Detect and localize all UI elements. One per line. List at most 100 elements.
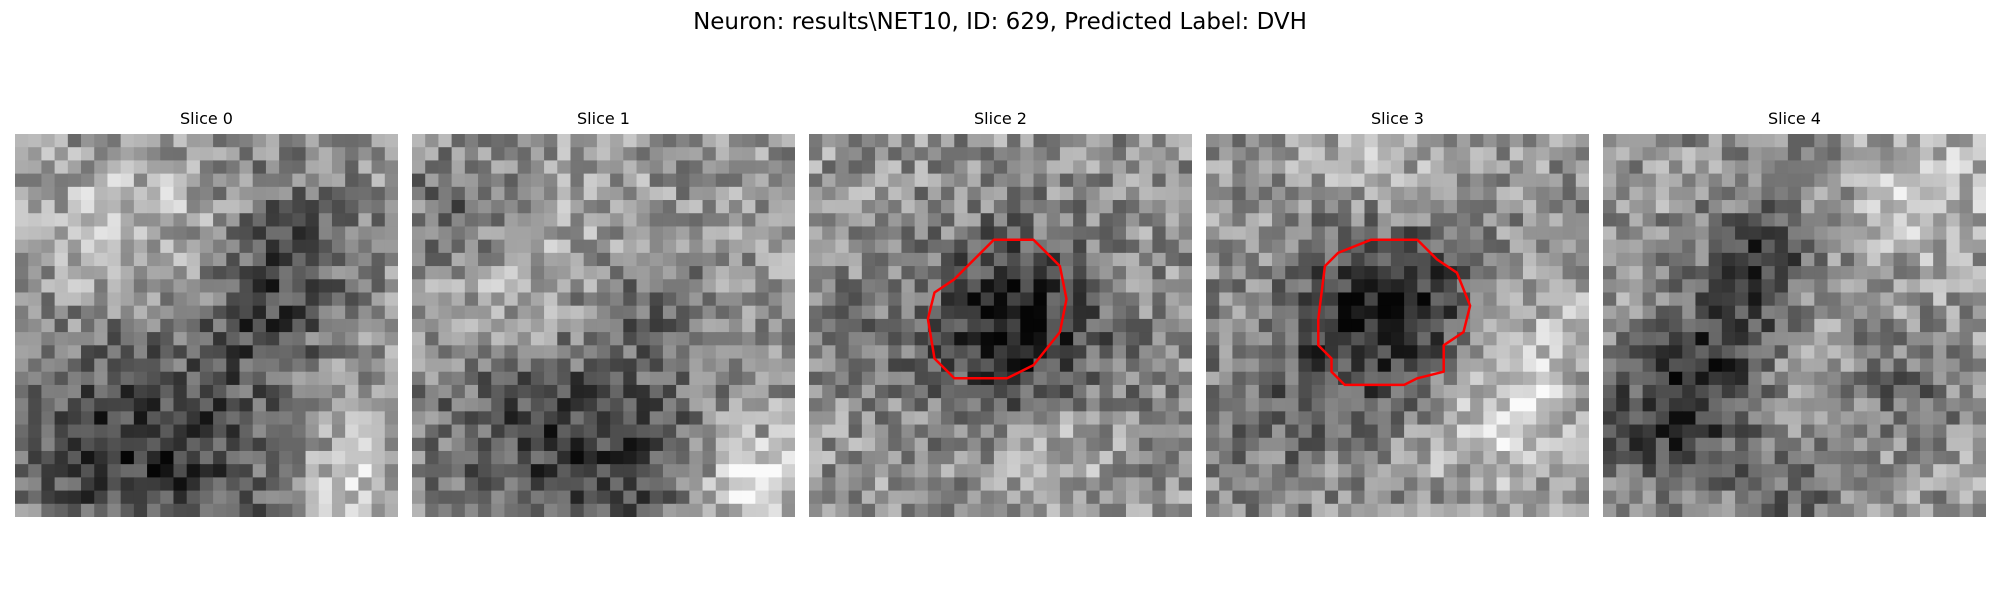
pixel bbox=[1827, 160, 1842, 175]
pixel bbox=[1616, 477, 1631, 492]
pixel bbox=[1258, 411, 1273, 426]
pixel bbox=[1906, 411, 1921, 426]
pixel bbox=[1324, 503, 1339, 517]
pixel bbox=[1695, 437, 1710, 452]
pixel bbox=[954, 464, 969, 478]
pixel bbox=[1509, 305, 1524, 320]
pixel bbox=[1046, 279, 1061, 294]
pixel bbox=[914, 305, 929, 320]
pixel bbox=[239, 266, 254, 280]
pixel bbox=[1245, 239, 1260, 254]
pixel bbox=[1880, 147, 1895, 162]
pixel bbox=[702, 318, 717, 333]
pixel bbox=[980, 424, 995, 439]
pixel bbox=[1761, 252, 1776, 267]
pixel bbox=[1721, 477, 1736, 492]
pixel bbox=[1801, 345, 1815, 360]
pixel bbox=[1721, 292, 1736, 307]
pixel bbox=[1721, 318, 1736, 333]
pixel bbox=[781, 371, 795, 386]
pixel bbox=[265, 398, 280, 412]
pixel bbox=[702, 411, 717, 426]
pixel bbox=[715, 384, 730, 399]
pixel bbox=[384, 424, 398, 439]
pixel bbox=[28, 226, 43, 241]
pixel bbox=[345, 358, 359, 373]
pixel bbox=[1073, 358, 1087, 373]
pixel bbox=[954, 134, 969, 148]
pixel bbox=[252, 490, 267, 505]
pixel bbox=[728, 252, 743, 267]
pixel bbox=[1814, 437, 1829, 452]
pixel bbox=[438, 279, 453, 294]
pixel bbox=[1616, 239, 1631, 254]
pixel bbox=[147, 464, 161, 478]
pixel bbox=[226, 371, 241, 386]
pixel bbox=[1364, 437, 1379, 452]
pixel bbox=[81, 305, 95, 320]
pixel bbox=[1020, 332, 1035, 346]
pixel bbox=[1020, 226, 1035, 241]
pixel bbox=[15, 305, 29, 320]
pixel bbox=[1272, 345, 1286, 360]
pixel bbox=[252, 292, 267, 307]
pixel bbox=[1682, 305, 1697, 320]
pixel bbox=[1549, 437, 1564, 452]
pixel bbox=[133, 200, 148, 214]
pixel bbox=[1682, 173, 1697, 188]
pixel bbox=[464, 358, 479, 373]
pixel bbox=[345, 398, 359, 412]
pixel bbox=[728, 490, 743, 505]
pixel bbox=[199, 318, 214, 333]
pixel bbox=[213, 424, 227, 439]
pixel bbox=[557, 424, 572, 439]
pixel bbox=[914, 279, 929, 294]
pixel bbox=[81, 213, 95, 228]
pixel bbox=[226, 200, 241, 214]
pixel bbox=[1470, 490, 1484, 505]
pixel bbox=[1020, 437, 1035, 452]
pixel bbox=[861, 266, 876, 280]
pixel bbox=[345, 292, 359, 307]
pixel bbox=[1827, 292, 1842, 307]
pixel bbox=[1933, 213, 1947, 228]
pixel bbox=[875, 411, 889, 426]
pixel bbox=[835, 398, 850, 412]
pixel bbox=[662, 464, 677, 478]
pixel bbox=[81, 490, 95, 505]
pixel bbox=[583, 292, 598, 307]
pixel bbox=[94, 318, 109, 333]
pixel bbox=[742, 332, 756, 346]
pixel bbox=[1575, 173, 1589, 188]
pixel bbox=[1603, 318, 1617, 333]
pixel bbox=[596, 147, 611, 162]
pixel bbox=[1059, 384, 1074, 399]
pixel bbox=[1735, 371, 1749, 386]
pixel bbox=[610, 358, 624, 373]
pixel bbox=[239, 464, 254, 478]
pixel bbox=[15, 147, 29, 162]
pixel bbox=[781, 437, 795, 452]
pixel bbox=[689, 173, 704, 188]
pixel bbox=[1073, 292, 1087, 307]
pixel bbox=[15, 437, 29, 452]
pixel bbox=[1338, 332, 1352, 346]
pixel bbox=[875, 305, 889, 320]
pixel bbox=[451, 358, 466, 373]
pixel bbox=[596, 477, 611, 492]
pixel bbox=[1298, 424, 1313, 439]
pixel bbox=[1086, 318, 1101, 333]
pixel bbox=[1972, 503, 1986, 517]
pixel bbox=[94, 411, 109, 426]
pixel bbox=[1522, 239, 1537, 254]
pixel bbox=[331, 450, 346, 465]
pixel bbox=[662, 345, 677, 360]
pixel bbox=[662, 186, 677, 201]
pixel bbox=[1059, 345, 1074, 360]
pixel bbox=[1298, 398, 1313, 412]
pixel bbox=[1206, 437, 1220, 452]
pixel bbox=[147, 213, 161, 228]
pixel bbox=[1946, 147, 1961, 162]
pixel bbox=[1695, 160, 1710, 175]
pixel bbox=[1735, 305, 1749, 320]
